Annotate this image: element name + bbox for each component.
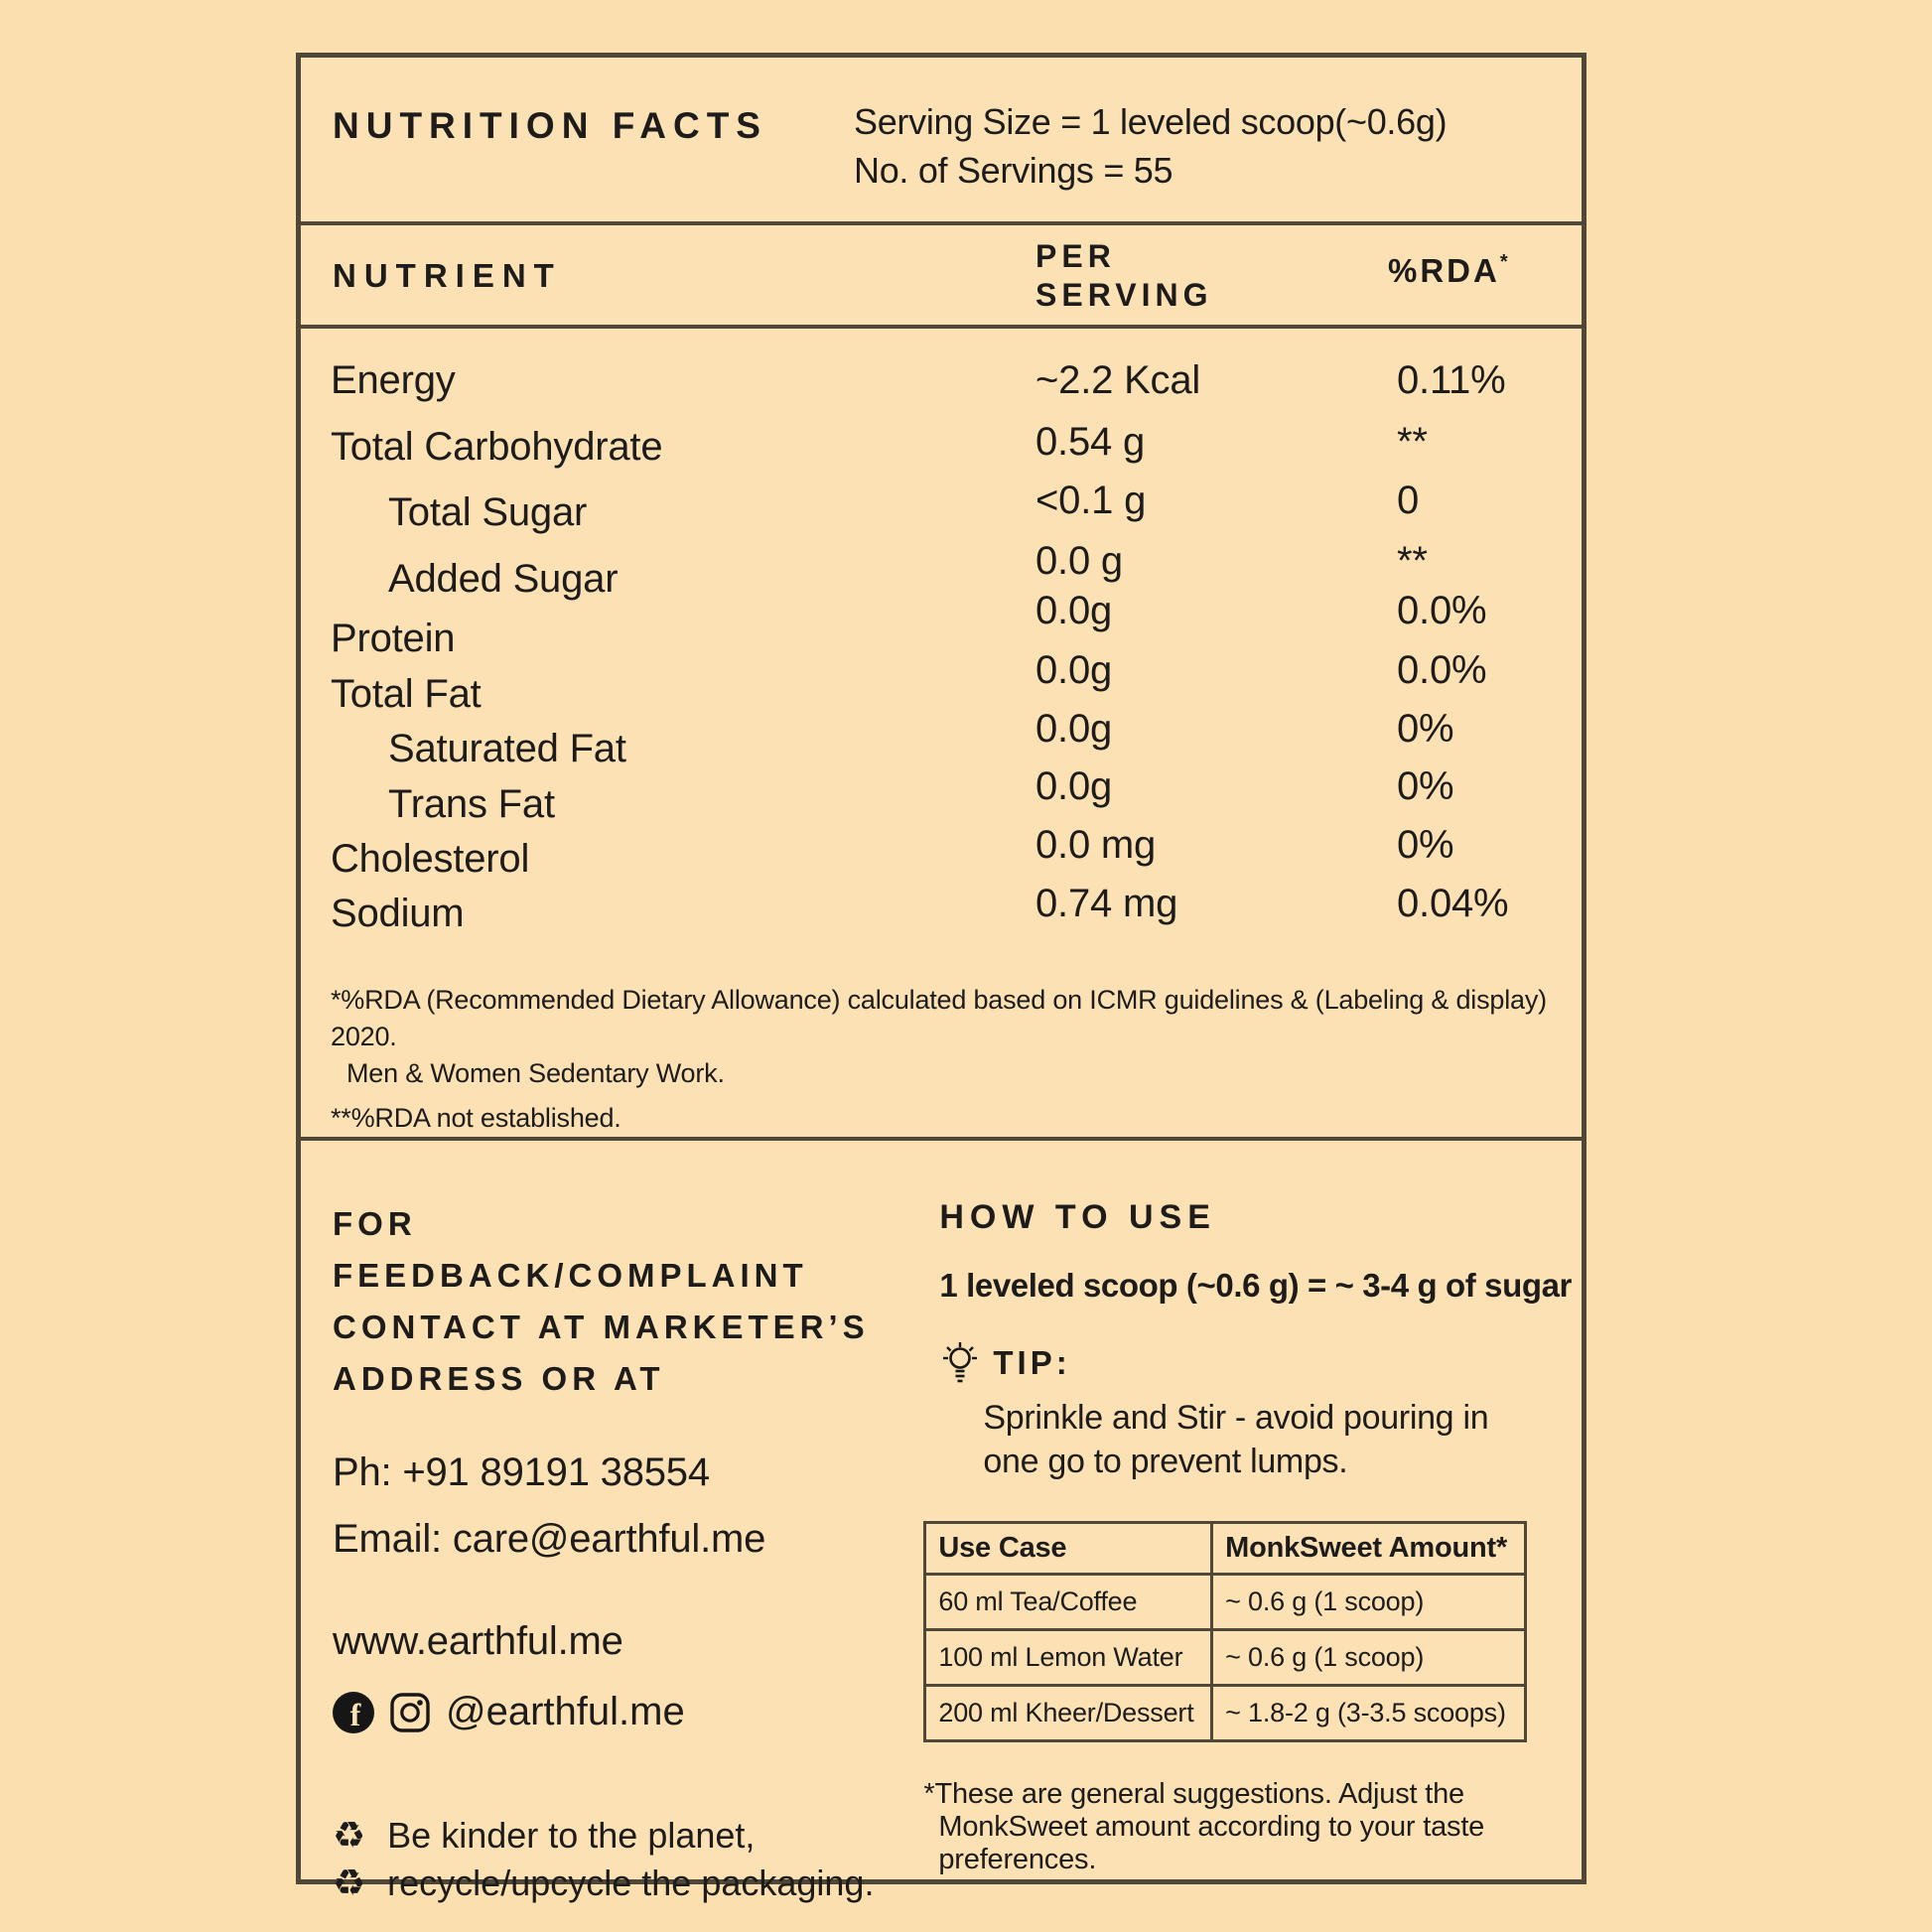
per-serving-value: 0.0g [1035,589,1113,632]
nutrition-label-panel: NUTRITION FACTS Serving Size = 1 leveled… [296,53,1587,1904]
rda-value: 0% [1397,823,1454,867]
usage-table-footnote: *These are general suggestions. Adjust t… [923,1778,1485,1875]
nutrient-label: Total Sugar [388,490,588,534]
per-serving-value: 0.74 mg [1035,882,1178,925]
nutrient-table: Energy ~2.2 Kcal 0.11% Total Carbohydrat… [301,329,1582,1137]
rda-value: 0.0% [1397,589,1487,632]
scoop-sugar-equivalence: 1 leveled scoop (~0.6 g) = ~ 3-4 g of su… [939,1267,1572,1304]
per-serving-value: ~2.2 Kcal [1035,358,1201,402]
email-address: Email: care@earthful.me [333,1517,766,1561]
tip-text: Sprinkle and Stir - avoid pouring in one… [983,1399,1489,1480]
table-row: Total Carbohydrate 0.54 g ** [301,420,1582,490]
table-row: Added Sugar 0.0 g ** [301,539,1582,617]
use-case-cell: 200 ml Kheer/Dessert [923,1684,1214,1742]
table-row: Cholesterol 0.0 mg 0% [301,823,1582,892]
usage-table-header-use-case: Use Case [923,1521,1214,1576]
per-serving-value: 0.54 g [1035,420,1146,464]
tip-row: TIP: [939,1340,1572,1386]
nutrient-label: Cholesterol [331,837,530,881]
tip-label: TIP: [993,1344,1071,1381]
rda-value: 0.0% [1397,648,1487,692]
rda-footnote-line: Men & Women Sedentary Work. [346,1058,725,1088]
use-case-cell: 100 ml Lemon Water [923,1628,1214,1687]
eco-line: recycle/upcycle the packaging. [387,1863,875,1903]
amount-cell: ~ 0.6 g (1 scoop) [1210,1628,1528,1687]
rda-value: 0% [1397,707,1454,751]
per-serving-value: <0.1 g [1035,479,1147,522]
table-row: Protein 0.0g 0.0% [301,589,1582,672]
rda-value: 0.04% [1397,882,1509,925]
nutrient-label: Trans Fat [388,782,555,826]
rda-footnotes: *%RDA (Recommended Dietary Allowance) ca… [301,982,1582,1137]
social-row: f @earthful.me [333,1690,905,1734]
usage-table-header-row: Use Case MonkSweet Amount* [923,1521,1528,1576]
how-to-use-column: HOW TO USE 1 leveled scoop (~0.6 g) = ~ … [905,1141,1582,1910]
how-to-use-heading: HOW TO USE [939,1198,1216,1236]
recycle-icon: ♻ [333,1862,366,1904]
per-serving-value: 0.0 mg [1035,823,1157,867]
table-row: Energy ~2.2 Kcal 0.11% [301,358,1582,425]
label-header: NUTRITION FACTS Serving Size = 1 leveled… [301,58,1582,221]
per-serving-value: 0.0g [1035,707,1113,751]
nutrient-label: Saturated Fat [388,727,626,770]
servings-count: No. of Servings = 55 [854,150,1173,191]
amount-cell: ~ 1.8-2 g (3-3.5 scoops) [1210,1684,1528,1742]
facebook-icon: f [333,1691,374,1733]
eco-line: Be kinder to the planet, [387,1815,756,1856]
feedback-heading: FOR FEEDBACK/COMPLAINT CONTACT AT MARKET… [333,1205,870,1397]
rda-asterisk: * [1499,251,1511,273]
use-case-cell: 60 ml Tea/Coffee [923,1573,1214,1631]
nutrient-label: Sodium [331,892,465,935]
amount-cell: ~ 0.6 g (1 scoop) [1210,1573,1528,1631]
rda-footnote-line: *%RDA (Recommended Dietary Allowance) ca… [331,985,1547,1051]
usage-table-row: 200 ml Kheer/Dessert ~ 1.8-2 g (3-3.5 sc… [923,1684,1528,1742]
rda-value: ** [1397,420,1428,464]
nutrient-label: Energy [331,358,456,402]
usage-table-header-amount: MonkSweet Amount* [1210,1521,1528,1576]
per-serving-value: 0.0g [1035,764,1113,808]
table-row: Sodium 0.74 mg 0.04% [301,882,1582,946]
website-url: www.earthful.me [333,1619,623,1663]
serving-info: Serving Size = 1 leveled scoop(~0.6g) No… [854,97,1448,221]
column-header-per-serving: PER SERVING [1035,238,1213,313]
nutrient-label: Total Carbohydrate [331,425,663,469]
nutrient-label: Protein [331,617,456,660]
bottom-section: FOR FEEDBACK/COMPLAINT CONTACT AT MARKET… [301,1137,1582,1910]
instagram-icon [389,1692,431,1733]
lightbulb-icon [939,1340,981,1386]
table-row: Total Sugar <0.1 g 0 [301,479,1582,557]
column-header-nutrient: NUTRIENT [333,257,562,294]
svg-text:f: f [350,1697,361,1732]
recycle-icon: ♻ [333,1814,366,1857]
usage-table-row: 60 ml Tea/Coffee ~ 0.6 g (1 scoop) [923,1573,1528,1631]
table-row: Total Fat 0.0g 0.0% [301,648,1582,727]
nutrient-label: Added Sugar [388,557,619,601]
nutrition-facts-title: NUTRITION FACTS [333,105,767,146]
serving-size: Serving Size = 1 leveled scoop(~0.6g) [854,101,1448,142]
column-header-rda: %RDA* [1388,251,1511,289]
table-row: Saturated Fat 0.0g 0% [301,707,1582,782]
social-handle: @earthful.me [446,1690,685,1733]
rda-value: 0 [1397,479,1420,522]
nutrient-label: Total Fat [331,672,482,716]
per-serving-value: 0.0g [1035,648,1113,692]
table-row: Trans Fat 0.0g 0% [301,764,1582,837]
contact-column: FOR FEEDBACK/COMPLAINT CONTACT AT MARKET… [301,1141,905,1910]
per-serving-value: 0.0 g [1035,539,1123,583]
rda-value: 0.11% [1397,358,1506,402]
table-column-headers: NUTRIENT PER SERVING %RDA* [301,221,1582,329]
eco-note: ♻ Be kinder to the planet, ♻ recycle/upc… [333,1812,905,1907]
usage-table: Use Case MonkSweet Amount* 60 ml Tea/Cof… [923,1521,1528,1742]
phone-number: Ph: +91 89191 38554 [333,1450,710,1494]
usage-table-row: 100 ml Lemon Water ~ 0.6 g (1 scoop) [923,1628,1528,1687]
rda-value: 0% [1397,764,1454,808]
rda-value: ** [1397,539,1428,583]
rda-not-established-note: **%RDA not established. [331,1103,621,1133]
